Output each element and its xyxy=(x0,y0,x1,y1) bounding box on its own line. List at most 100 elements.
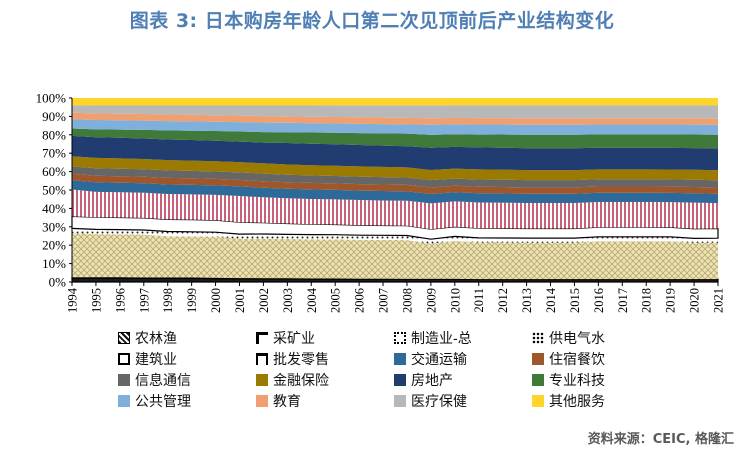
legend-swatch xyxy=(256,374,268,386)
y-tick-label: 30% xyxy=(42,219,66,234)
legend-label: 住宿餐饮 xyxy=(549,352,605,368)
area-series-信息通信 xyxy=(72,166,718,188)
x-tick-label: 2010 xyxy=(448,288,462,313)
legend-swatch xyxy=(394,374,406,386)
legend-label: 房地产 xyxy=(411,373,453,389)
x-tick-label: 1999 xyxy=(185,288,199,313)
legend-label: 农林渔 xyxy=(135,331,177,347)
area-series-采矿业 xyxy=(71,276,719,281)
x-tick-label: 1996 xyxy=(113,288,127,313)
x-tick-label: 2015 xyxy=(568,288,582,313)
area-series-房地产 xyxy=(72,135,718,171)
legend-swatch xyxy=(394,332,406,344)
legend-item: 金融保险 xyxy=(256,370,329,390)
y-tick-label: 60% xyxy=(42,164,66,179)
x-tick-label: 1995 xyxy=(89,288,103,313)
legend-label: 采矿业 xyxy=(273,331,315,347)
x-tick-label: 1994 xyxy=(66,287,80,313)
y-tick-label: 0% xyxy=(49,275,67,290)
legend-item: 制造业-总 xyxy=(394,328,472,348)
legend-item: 信息通信 xyxy=(118,370,191,390)
legend-label: 金融保险 xyxy=(273,373,329,389)
legend-label: 建筑业 xyxy=(135,352,177,368)
legend-item: 交通运输 xyxy=(394,349,467,369)
x-tick-label: 2005 xyxy=(329,288,343,313)
area-series-住宿餐饮 xyxy=(72,173,718,194)
area-series-建筑业 xyxy=(71,215,719,240)
y-tick-label: 10% xyxy=(42,256,66,271)
legend-swatch xyxy=(256,353,268,365)
chart-title: 图表 3: 日本购房年龄人口第二次见顶前后产业结构变化 xyxy=(129,10,615,32)
x-tick-label: 2018 xyxy=(640,288,654,313)
area-series-制造业-总 xyxy=(72,233,718,280)
legend-item: 房地产 xyxy=(394,370,453,390)
legend-swatch xyxy=(532,332,544,344)
x-tick-label: 2021 xyxy=(712,288,726,313)
area-series-批发零售 xyxy=(72,189,718,230)
area-series-医疗保健 xyxy=(72,105,718,119)
area-series-金融保险 xyxy=(72,156,718,181)
legend-item: 供电气水 xyxy=(532,328,605,348)
x-tick-label: 2016 xyxy=(592,288,606,313)
x-tick-label: 2004 xyxy=(305,287,319,313)
y-tick-label: 50% xyxy=(42,183,66,198)
legend-swatch xyxy=(532,353,544,365)
y-tick-label: 70% xyxy=(42,146,66,161)
y-tick-labels: 0% 10% 20% 30% 40% 50% 60% 70% 80% 90% 100% xyxy=(36,91,67,290)
y-tick-label: 100% xyxy=(36,91,67,106)
x-tick-label: 1998 xyxy=(161,288,175,313)
legend-swatch xyxy=(394,353,406,365)
stacked-areas xyxy=(71,98,719,283)
x-tick-label: 2013 xyxy=(520,288,534,313)
legend-label: 信息通信 xyxy=(135,373,191,389)
x-tick-label: 2011 xyxy=(472,288,486,313)
x-tick-label: 2017 xyxy=(616,288,630,313)
legend-swatch xyxy=(118,332,130,344)
x-tick-label: 2019 xyxy=(664,288,678,313)
x-tick-label: 2020 xyxy=(688,288,702,313)
legend-item: 医疗保健 xyxy=(394,391,467,411)
legend-item: 农林渔 xyxy=(118,328,177,348)
legend-item: 教育 xyxy=(256,391,301,411)
area-series-其他服务 xyxy=(72,98,718,106)
area-series-供电气水 xyxy=(72,228,718,244)
legend-label: 教育 xyxy=(273,394,301,410)
x-tick-label: 2001 xyxy=(233,288,247,313)
x-tick-label: 2014 xyxy=(544,287,558,313)
legend-item: 住宿餐饮 xyxy=(532,349,605,369)
x-tick-labels: 1994 1995 1996 1997 1998 1999 2000 2001 2002 2003… xyxy=(66,282,726,313)
legend-label: 制造业-总 xyxy=(411,331,472,347)
legend-label: 其他服务 xyxy=(549,394,605,410)
legend-swatch xyxy=(256,395,268,407)
legend-label: 医疗保健 xyxy=(411,394,467,410)
x-tick-label: 2009 xyxy=(424,288,438,313)
legend-label: 供电气水 xyxy=(549,331,605,347)
area-series-交通运输 xyxy=(72,180,718,204)
legend-swatch xyxy=(532,374,544,386)
legend-swatch xyxy=(256,332,268,344)
legend-item: 建筑业 xyxy=(118,349,177,369)
chart-svg: 0% 10% 20% 30% 40% 50% 60% 70% 80% 90% 100% 1994 19… xyxy=(36,91,726,314)
legend-swatch xyxy=(394,395,406,407)
legend-item: 批发零售 xyxy=(256,349,329,369)
legend-item: 采矿业 xyxy=(256,328,315,348)
y-tick-label: 90% xyxy=(42,109,66,124)
legend-item: 其他服务 xyxy=(532,391,605,411)
y-tick-label: 20% xyxy=(42,238,66,253)
legend-label: 批发零售 xyxy=(273,352,329,368)
x-tick-label: 2007 xyxy=(377,288,391,313)
y-tick-label: 80% xyxy=(42,127,66,142)
y-tick-label: 40% xyxy=(42,201,66,216)
x-tick-label: 2006 xyxy=(353,288,367,313)
legend-swatch xyxy=(118,374,130,386)
legend-label: 专业科技 xyxy=(549,373,605,389)
legend-swatch xyxy=(118,353,130,365)
area-series-专业科技 xyxy=(72,128,718,149)
legend-item: 公共管理 xyxy=(118,391,191,411)
legend-swatch xyxy=(118,395,130,407)
area-series-公共管理 xyxy=(72,119,718,135)
x-tick-label: 2003 xyxy=(281,288,295,313)
x-tick-label: 2002 xyxy=(257,288,271,313)
legend-label: 交通运输 xyxy=(411,352,467,368)
x-tick-label: 2008 xyxy=(400,288,414,313)
